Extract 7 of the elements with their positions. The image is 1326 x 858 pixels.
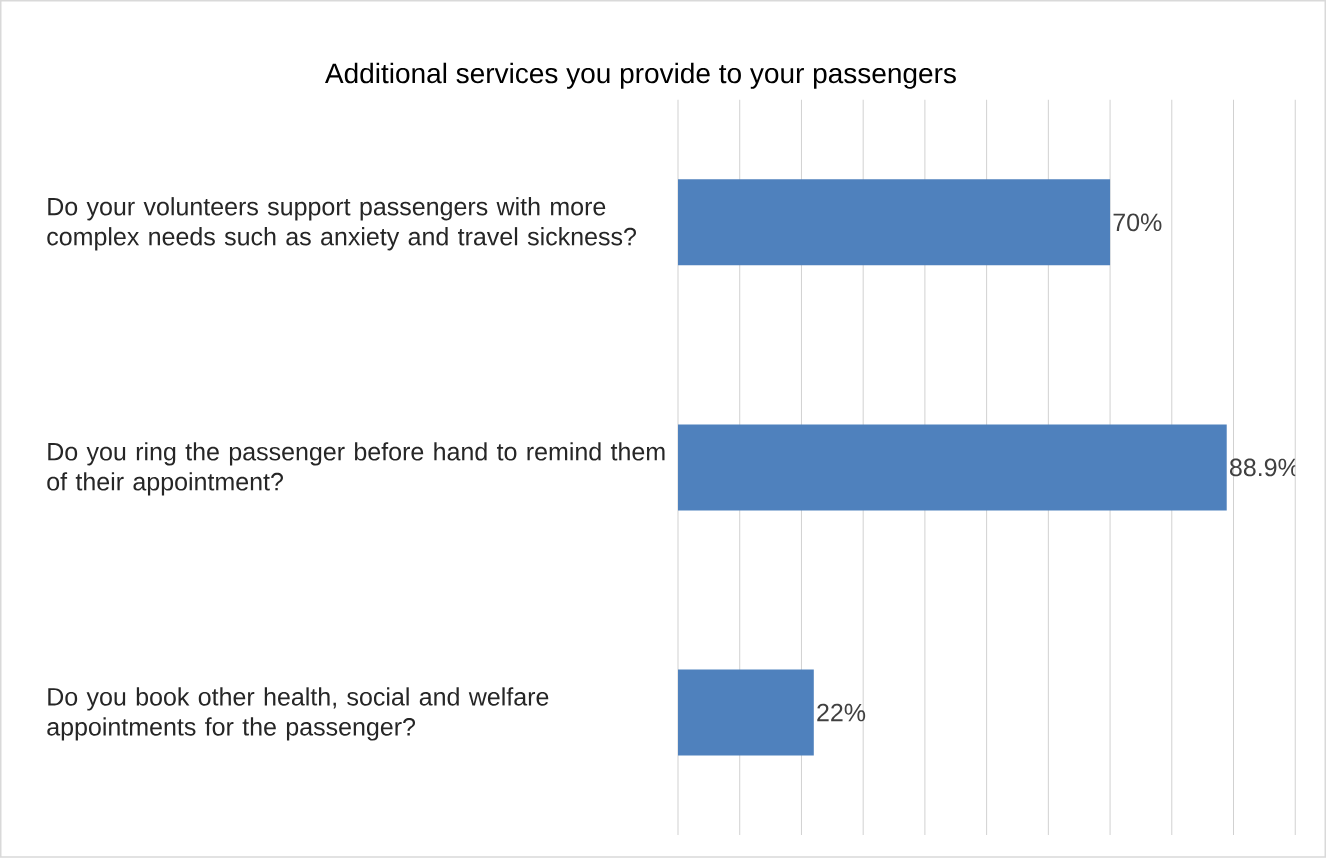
y-tick-label: Do you ring the passenger before hand to remind them of their appointment? <box>47 442 665 496</box>
chart-title: Additional services you provide to your passengers <box>324 62 956 89</box>
data-label: 88.9% <box>1230 458 1299 477</box>
y-tick-label: Do you book other health, social and welfare appointments for the passenger? <box>47 687 549 741</box>
y-tick-label: Do your volunteers support passengers with more complex needs such as anxiety and travel sickness? <box>47 197 636 251</box>
data-label: 70% <box>1113 213 1162 232</box>
data-label: 22% <box>817 703 866 722</box>
